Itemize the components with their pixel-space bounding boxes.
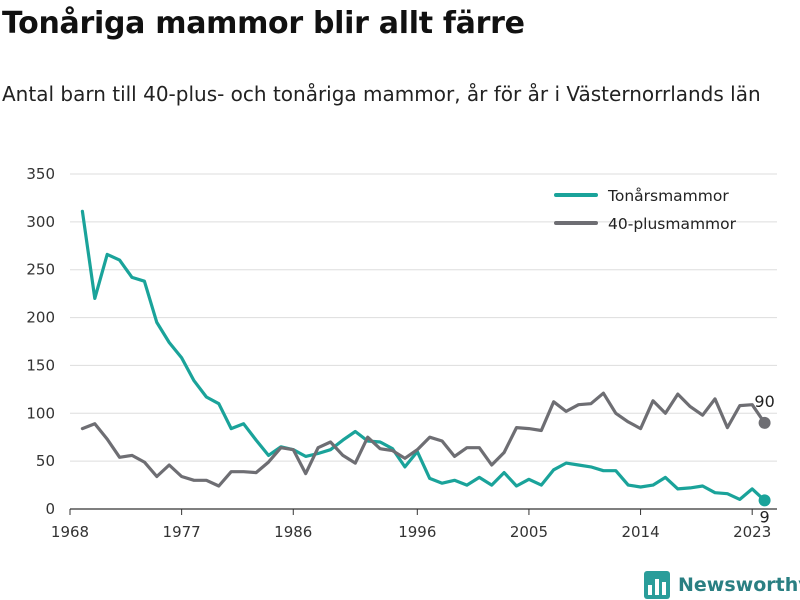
y-tick-label: 200 xyxy=(26,309,55,327)
x-tick-label: 1977 xyxy=(163,523,201,541)
series-line-tonarsmammor xyxy=(80,209,767,502)
series-lines: 9 90 xyxy=(80,209,775,526)
legend-label: Tonårsmammor xyxy=(607,187,729,205)
x-tick-label: 1996 xyxy=(398,523,436,541)
y-tick-label: 250 xyxy=(26,261,55,279)
series-line-40-plusmammor xyxy=(80,391,767,488)
y-tick-label: 300 xyxy=(26,213,55,231)
end-value-label: 9 xyxy=(760,507,770,526)
brand-logo: Newsworthy xyxy=(644,570,800,600)
end-value-label: 90 xyxy=(754,392,774,411)
y-tick-label: 150 xyxy=(26,356,55,374)
x-tick-label: 1968 xyxy=(51,523,89,541)
legend: Tonårsmammor 40-plusmammor xyxy=(554,187,737,233)
x-tick-label: 1986 xyxy=(274,523,312,541)
end-point-marker xyxy=(758,416,771,429)
chart-subtitle: Antal barn till 40-plus- och tonåriga ma… xyxy=(2,82,761,106)
brand-name: Newsworthy xyxy=(678,574,800,596)
x-tick-label: 2023 xyxy=(733,523,771,541)
y-tick-label: 50 xyxy=(36,452,55,470)
x-tick-label: 2005 xyxy=(510,523,548,541)
grid-lines xyxy=(70,173,777,510)
legend-label: 40-plusmammor xyxy=(608,215,737,233)
y-tick-label: 0 xyxy=(45,500,55,518)
x-tick-label: 2014 xyxy=(621,523,659,541)
y-tick-label: 350 xyxy=(26,165,55,183)
bar-chart-logo-icon xyxy=(644,571,670,599)
end-point-marker xyxy=(758,494,771,507)
y-tick-label: 100 xyxy=(26,404,55,422)
chart-title: Tonåriga mammor blir allt färre xyxy=(2,6,525,41)
y-axis-ticks: 0 50 100 150 200 250 300 350 xyxy=(26,165,55,518)
x-axis: 1968 1977 1986 1996 2005 2014 2023 xyxy=(51,509,771,541)
